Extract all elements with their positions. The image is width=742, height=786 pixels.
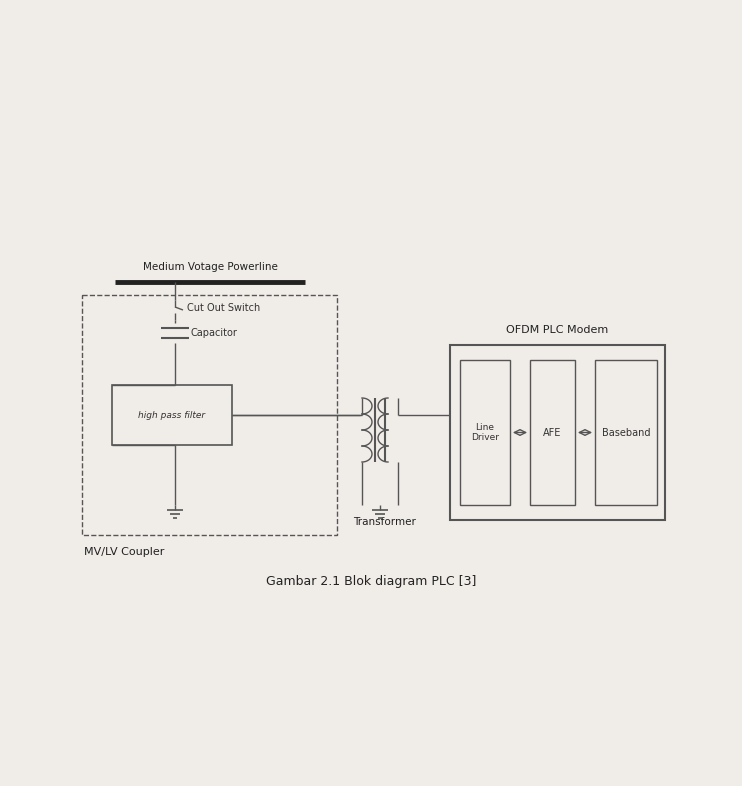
Text: high pass filter: high pass filter <box>139 410 206 420</box>
Text: OFDM PLC Modem: OFDM PLC Modem <box>506 325 608 335</box>
Text: Baseband: Baseband <box>602 428 650 438</box>
Text: Capacitor: Capacitor <box>191 328 238 338</box>
Text: Medium Votage Powerline: Medium Votage Powerline <box>142 262 278 272</box>
Text: Cut Out Switch: Cut Out Switch <box>187 303 260 313</box>
Text: Line
Driver: Line Driver <box>471 423 499 443</box>
Text: AFE: AFE <box>543 428 562 438</box>
Bar <box>82 295 337 535</box>
Text: Transformer: Transformer <box>353 517 416 527</box>
Text: MV/LV Coupler: MV/LV Coupler <box>84 547 165 557</box>
Text: Gambar 2.1 Blok diagram PLC [3]: Gambar 2.1 Blok diagram PLC [3] <box>266 575 476 588</box>
